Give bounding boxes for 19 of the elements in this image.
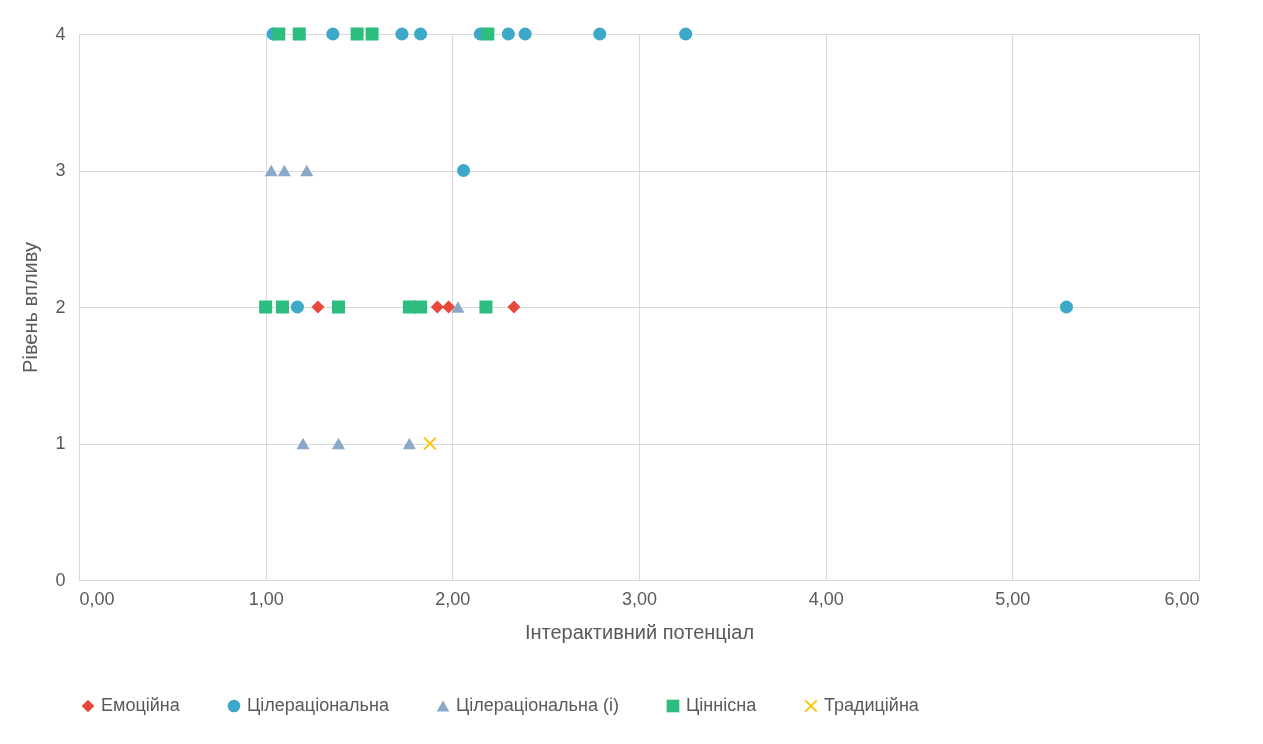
y-axis-title: Рівень впливу (19, 242, 42, 373)
y-tick-label: 1 (55, 433, 66, 453)
x-axis-title: Інтерактивний потенціал (524, 620, 755, 643)
y-tick-label: 2 (55, 296, 66, 317)
y-tick-label: 0 (55, 569, 66, 590)
x-tick-label: 4,00 (808, 588, 844, 609)
legend-label: Цілераціональна (247, 695, 390, 715)
y-tick-label: 4 (55, 23, 66, 44)
x-tick-label: 3,00 (621, 588, 658, 609)
legend-label: Цілераціональна (і) (456, 695, 619, 715)
x-tick-label: 5,00 (995, 588, 1031, 609)
x-tick-label: 0,00 (79, 588, 115, 609)
x-tick-label: 6,00 (1164, 588, 1200, 609)
y-tick-label: 3 (55, 160, 66, 180)
legend-label: Традиційна (824, 695, 920, 715)
x-tick-label: 2,00 (435, 588, 471, 609)
legend-label: Емоційна (101, 695, 181, 715)
x-tick-label: 1,00 (248, 588, 284, 609)
legend-label: Ціннісна (686, 695, 758, 715)
